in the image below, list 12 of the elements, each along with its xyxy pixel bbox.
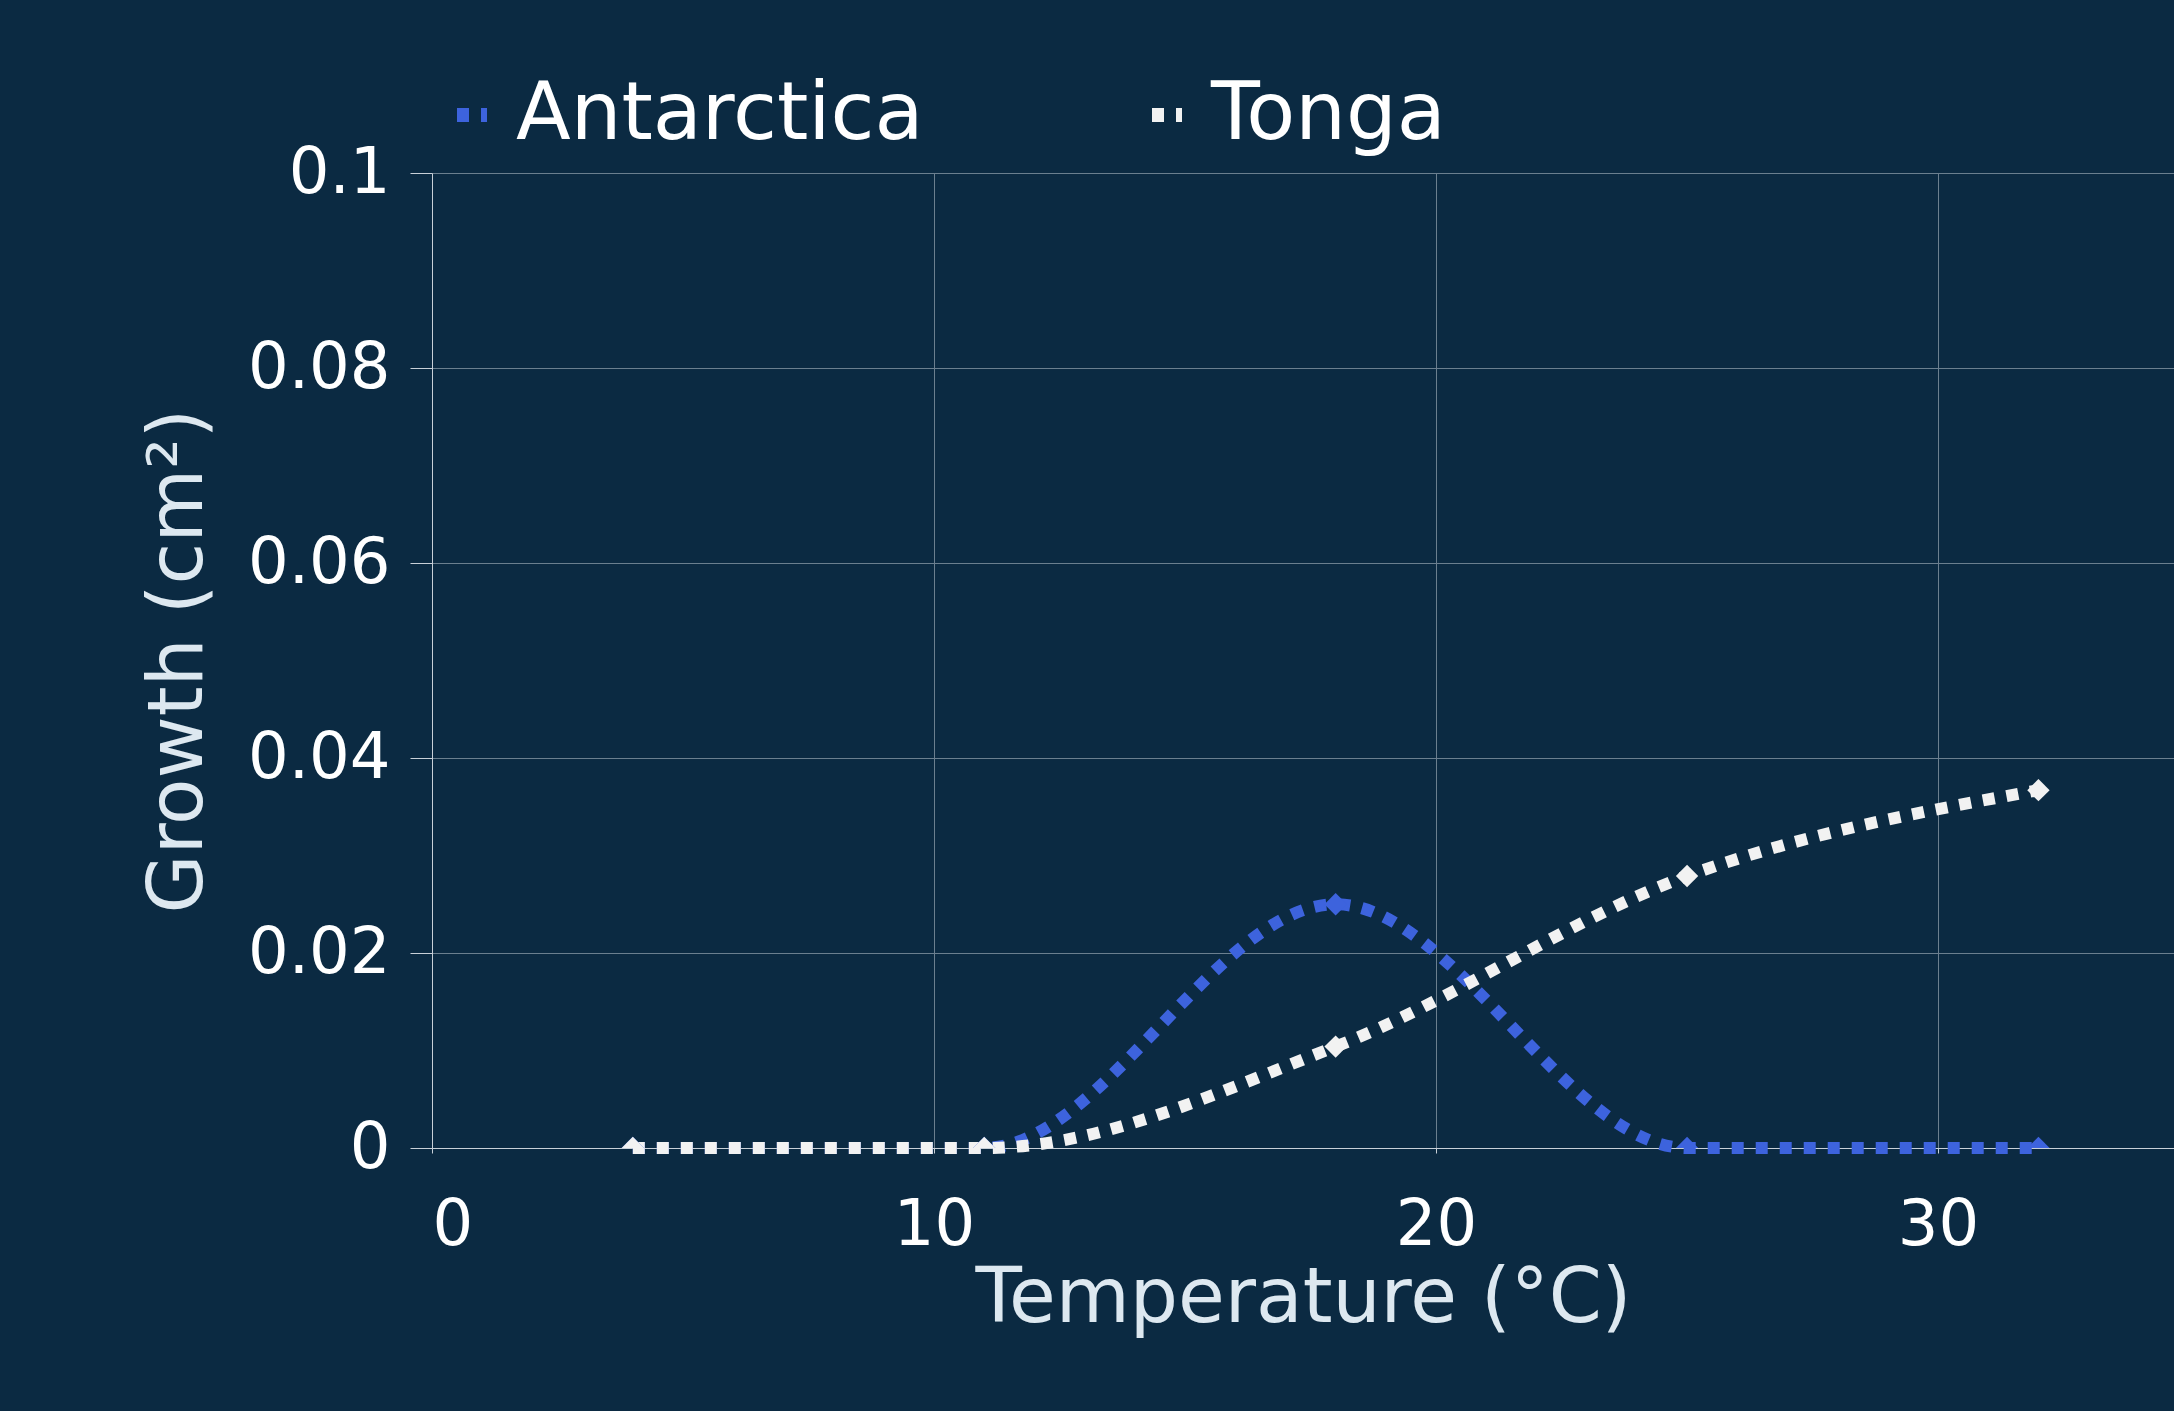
- y-tick-label: 0.06: [248, 523, 391, 598]
- y-tick-label: 0: [349, 1108, 391, 1183]
- y-axis-title: Growth (cm²): [131, 408, 220, 914]
- legend-label: Tonga: [1210, 65, 1446, 158]
- x-tick-label: 10: [893, 1185, 976, 1260]
- y-tick-label: 0.08: [248, 328, 391, 403]
- legend-label: Antarctica: [516, 65, 924, 158]
- x-tick-label: 0: [432, 1185, 474, 1260]
- y-tick-label: 0.02: [248, 913, 391, 988]
- x-tick-label: 30: [1897, 1185, 1980, 1260]
- y-tick-label: 0.1: [288, 133, 391, 208]
- y-tick-label: 0.04: [248, 718, 391, 793]
